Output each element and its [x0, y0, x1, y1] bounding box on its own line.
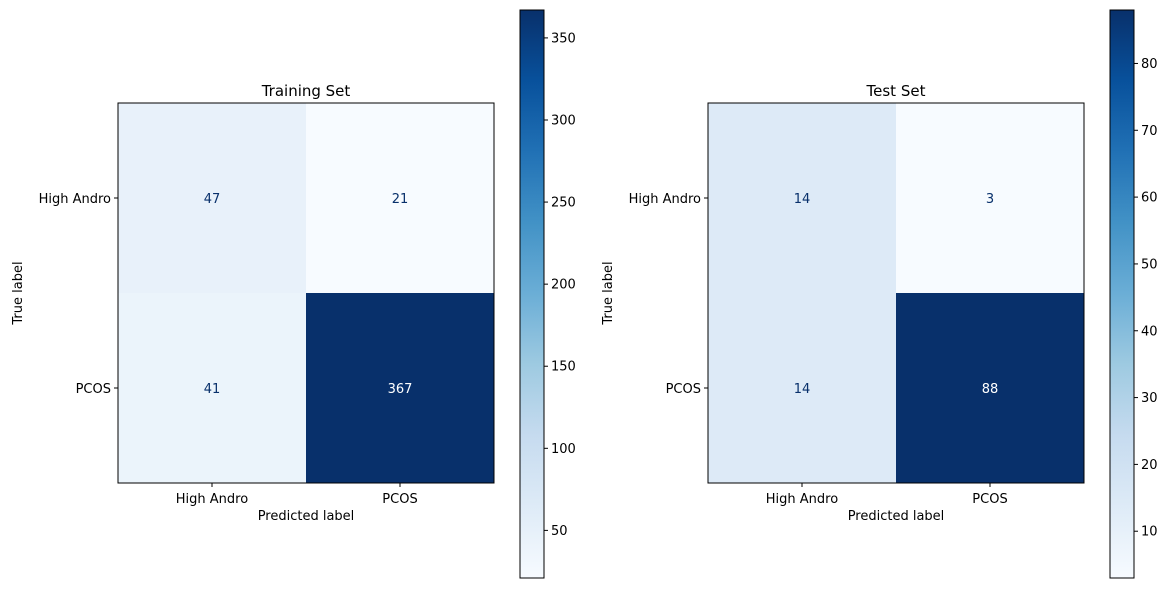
colorbar-tick-label: 60	[1141, 191, 1158, 206]
colorbar-tick-label: 10	[1141, 525, 1158, 540]
cell-value-label: 3	[986, 192, 994, 207]
colorbar-tick-label: 70	[1141, 124, 1158, 139]
x-tick-label: High Andro	[176, 492, 248, 507]
heatmap-cell	[306, 293, 494, 483]
heatmap-cell	[896, 103, 1084, 293]
x-axis-label: Predicted label	[848, 509, 945, 524]
heatmap-cell	[118, 103, 306, 293]
cell-value-label: 367	[388, 382, 413, 397]
heatmap-cell	[896, 293, 1084, 483]
cell-value-label: 47	[204, 192, 221, 207]
colorbar	[1109, 9, 1135, 579]
colorbar-tick-label: 50	[1141, 257, 1158, 272]
heatmap-cell	[708, 103, 896, 293]
cell-value-label: 14	[794, 382, 811, 397]
colorbar-tick-label: 150	[551, 360, 576, 375]
cell-value-label: 41	[204, 382, 221, 397]
test-set-panel: 14 3 14 88 High Andro PCOS High Andro PCOS Test …	[601, 9, 1158, 579]
colorbar-tick-label: 30	[1141, 391, 1158, 406]
cell-value-label: 14	[794, 192, 811, 207]
colorbar-tick-label: 250	[551, 196, 576, 211]
heatmap-cell	[118, 293, 306, 483]
colorbar-tick-label: 100	[551, 442, 576, 457]
cell-value-label: 21	[392, 192, 409, 207]
y-axis-label: True label	[11, 261, 26, 325]
y-axis-label: True label	[601, 261, 616, 325]
colorbar-tick-label: 40	[1141, 324, 1158, 339]
colorbar-tick-label: 200	[551, 278, 576, 293]
y-tick-label: High Andro	[39, 192, 111, 207]
colorbar	[519, 9, 545, 579]
x-tick-label: High Andro	[766, 492, 838, 507]
axes-frame	[117, 102, 495, 484]
axes-frame	[707, 102, 1085, 484]
chart-title: Test Set	[866, 82, 926, 100]
colorbar-tick-label: 50	[551, 524, 568, 539]
colorbar-tick-label: 350	[551, 31, 576, 46]
y-tick-label: High Andro	[629, 192, 701, 207]
y-tick-label: PCOS	[76, 382, 111, 397]
colorbar-tick-label: 80	[1141, 57, 1158, 72]
x-axis-label: Predicted label	[258, 509, 355, 524]
x-tick-label: PCOS	[972, 492, 1007, 507]
x-tick-label: PCOS	[382, 492, 417, 507]
colorbar-tick-label: 20	[1141, 458, 1158, 473]
colorbar-tick-label: 300	[551, 113, 576, 128]
heatmap-cell	[306, 103, 494, 293]
heatmap-cell	[708, 293, 896, 483]
chart-title: Training Set	[261, 82, 351, 100]
training-set-panel: 47 21 41 367 High Andro PCOS High Andro PCOS Tra…	[11, 9, 576, 579]
cell-value-label: 88	[982, 382, 999, 397]
y-tick-label: PCOS	[666, 382, 701, 397]
